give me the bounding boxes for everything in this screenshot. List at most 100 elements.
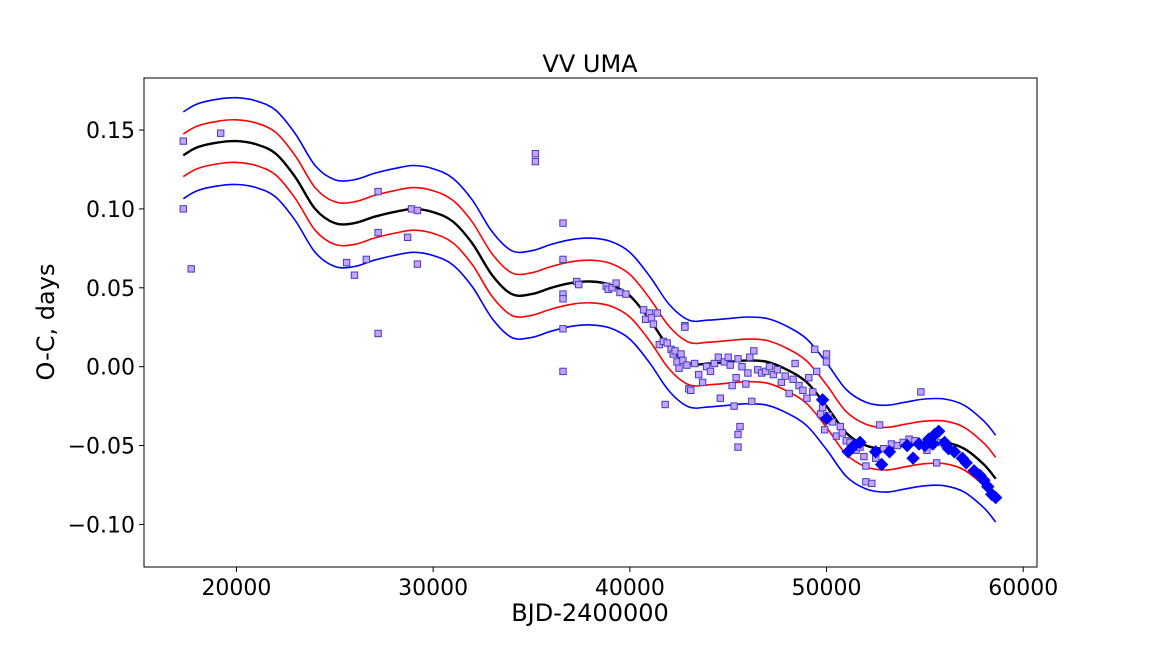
observation-point (187, 265, 195, 273)
observation-point (413, 260, 422, 268)
observation-point (726, 361, 734, 369)
recent-point (926, 437, 940, 451)
observation-point (675, 364, 683, 372)
observation-point (742, 380, 750, 388)
observation-point (663, 339, 671, 347)
observation-point (734, 443, 742, 451)
y-axis-label: O-C, days (32, 264, 60, 381)
observation-point (795, 381, 803, 390)
recent-point (959, 456, 973, 470)
outer-band-upper (182, 96, 997, 436)
recent-point (874, 457, 889, 472)
x-tick-label: 30000 (398, 576, 468, 601)
observation-point (875, 421, 884, 429)
observation-point (559, 325, 567, 333)
y-tick-label: 0.10 (86, 198, 135, 223)
observation-point (531, 150, 540, 158)
observation-point (809, 388, 817, 396)
fit-curve (182, 139, 997, 480)
recent-point (988, 490, 1003, 505)
observation-point (781, 372, 789, 380)
observation-point (791, 359, 799, 368)
observation-point (710, 359, 719, 368)
observation-point (714, 353, 723, 361)
observation-point (403, 233, 412, 242)
observation-point (687, 386, 695, 395)
observation-point (179, 137, 188, 145)
observation-point (698, 378, 707, 387)
observation-point (773, 366, 782, 374)
observation-point (746, 353, 754, 361)
observation-point (374, 329, 382, 338)
y-tick-label: −0.10 (68, 513, 135, 538)
observation-point (799, 386, 807, 395)
y-tick-label: 0.05 (86, 277, 135, 302)
observation-point (769, 370, 778, 379)
observation-point (838, 429, 846, 437)
observation-point (691, 359, 699, 368)
observation-point (748, 397, 756, 406)
observation-point (342, 258, 351, 267)
observation-point (362, 255, 371, 264)
observation-point (761, 367, 770, 376)
observation-point (803, 394, 811, 402)
observation-point (374, 187, 382, 196)
x-axis: 20000 30000 40000 50000 60000 (201, 567, 1058, 601)
observation-point (217, 129, 225, 137)
observation-point (765, 363, 774, 371)
x-tick-label: 20000 (201, 576, 271, 601)
observation-point (734, 430, 742, 439)
observation-point (608, 284, 616, 292)
recent-point (819, 411, 834, 426)
recent-point (906, 451, 920, 465)
observation-point (683, 361, 691, 369)
observation-point (374, 228, 382, 237)
observation-point (789, 375, 797, 384)
observation-point (179, 205, 188, 213)
observation-point (860, 452, 868, 461)
observation-point (702, 363, 711, 371)
observation-point (559, 219, 567, 227)
observation-point (811, 345, 819, 354)
observation-point (738, 363, 746, 371)
observation-point (559, 367, 567, 376)
observation-point (728, 381, 736, 390)
observation-point (862, 462, 870, 470)
observation-point (917, 388, 925, 396)
observation-point (736, 422, 744, 431)
plot-frame (143, 77, 1038, 568)
y-tick-label: 0.15 (86, 119, 135, 144)
recent-point (882, 445, 897, 459)
observation-point (732, 374, 740, 382)
observation-point (734, 355, 742, 363)
inner-band-upper (182, 118, 997, 458)
observation-point (805, 374, 813, 382)
observation-point (413, 206, 422, 215)
observation-point (559, 295, 567, 303)
observation-point (820, 426, 829, 434)
recent-point (815, 393, 830, 407)
y-axis: 0.15 0.10 0.05 0.00 −0.05 −0.10 (68, 119, 144, 538)
recent-point (868, 445, 883, 459)
observation-point (724, 353, 732, 361)
observation-point (785, 389, 793, 398)
observation-point (679, 356, 687, 365)
chart-title: VV UMA (542, 50, 638, 78)
observation-point (822, 350, 831, 358)
observation-point (836, 422, 844, 431)
observation-point (822, 358, 831, 366)
observation-point (813, 367, 821, 376)
recent-point (947, 445, 962, 459)
y-tick-label: −0.05 (68, 435, 135, 460)
x-tick-label: 40000 (595, 576, 665, 601)
observation-point (706, 367, 715, 376)
recent-point (900, 438, 914, 453)
observation-point (730, 402, 738, 410)
observation-point (661, 400, 669, 409)
observation-point (677, 350, 685, 358)
plot-points (179, 129, 1003, 505)
observation-point (531, 157, 540, 166)
observation-point (695, 370, 703, 379)
observation-point (653, 309, 662, 317)
